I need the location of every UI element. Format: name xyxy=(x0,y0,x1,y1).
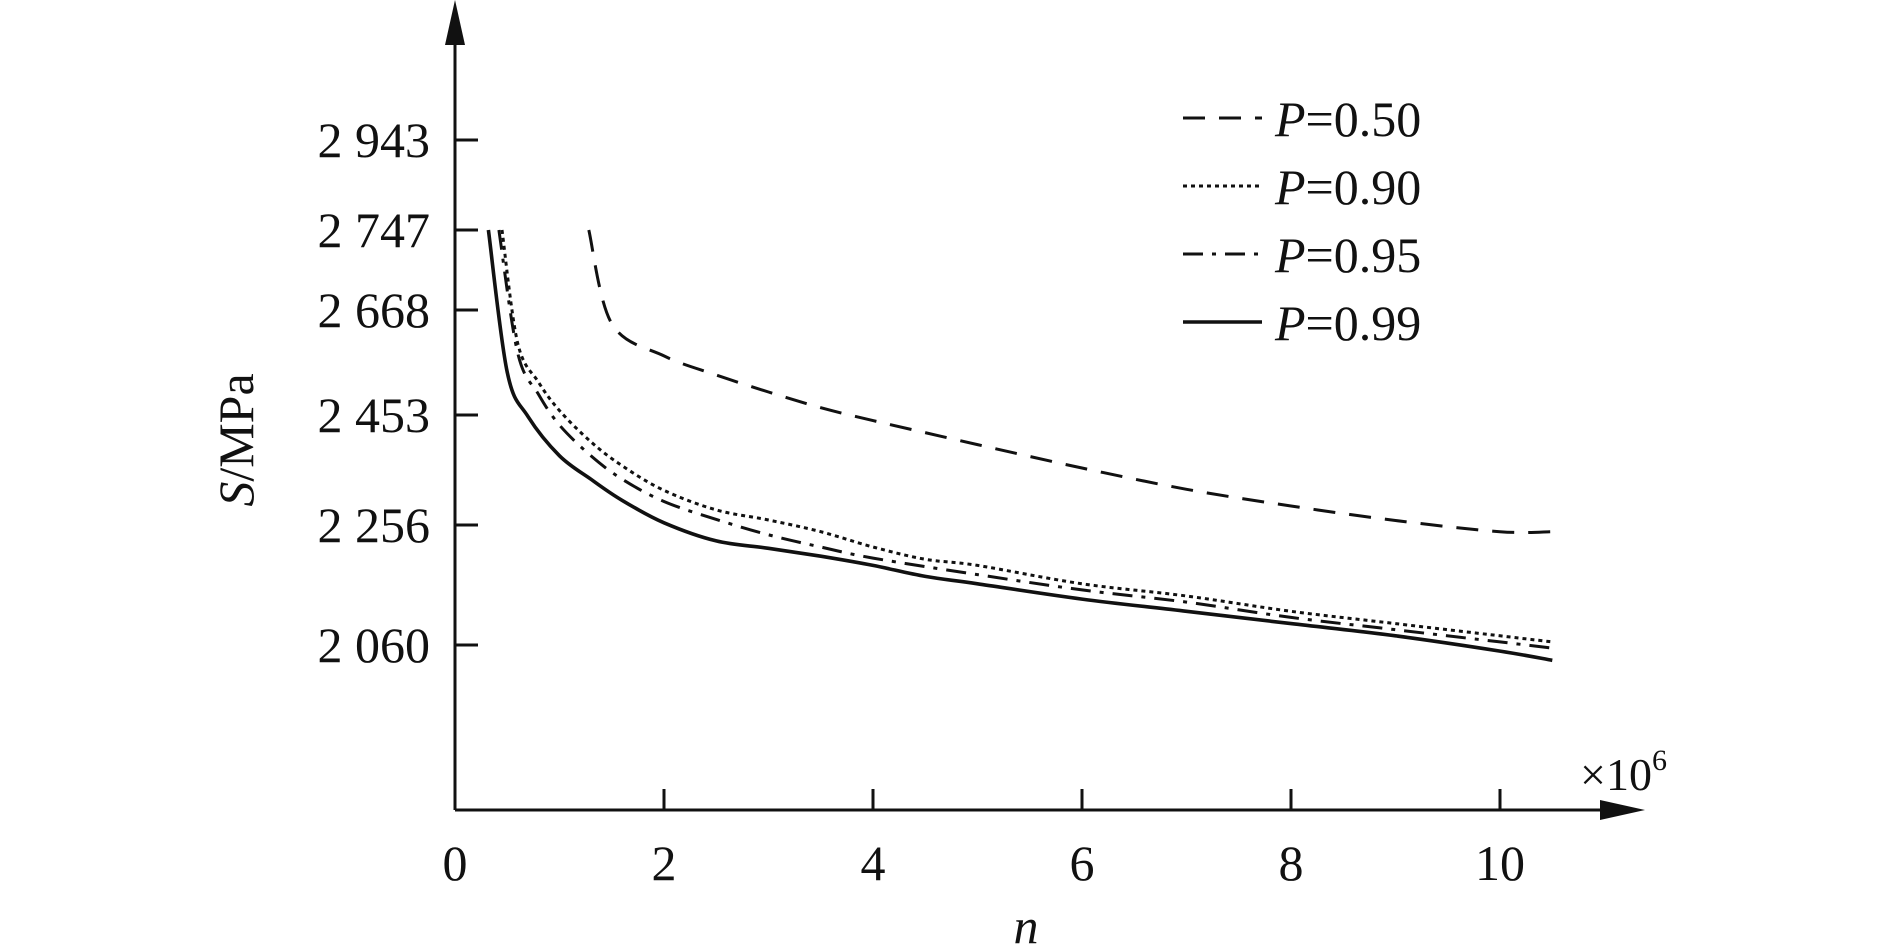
series-lines xyxy=(486,229,1553,663)
series-line-3 xyxy=(486,229,1553,663)
x-tick-label: 2 xyxy=(652,835,677,891)
y-axis-arrow xyxy=(445,0,465,45)
legend-label-2: P=0.95 xyxy=(1274,227,1421,283)
y-tick-label: 2 747 xyxy=(318,202,431,258)
series-line-1 xyxy=(500,229,1553,644)
y-tick-label: 2 943 xyxy=(318,112,431,168)
legend-var: P xyxy=(1274,91,1306,147)
legend-label-3: P=0.99 xyxy=(1274,295,1421,351)
x-tick-label: 0 xyxy=(443,835,468,891)
legend-label-0: P=0.50 xyxy=(1274,91,1421,147)
y-tick-label: 2 256 xyxy=(318,497,431,553)
x-tick-label: 8 xyxy=(1279,835,1304,891)
y-tick-group: 2 060 2 256 2 453 2 668 2 747 2 943 xyxy=(318,112,478,673)
series-line-0 xyxy=(587,229,1553,535)
x-multiplier-exp: 6 xyxy=(1652,744,1667,777)
x-tick-label: 4 xyxy=(861,835,886,891)
legend-value: =0.95 xyxy=(1306,227,1422,283)
y-tick-label: 2 060 xyxy=(318,617,431,673)
x-multiplier-base: ×10 xyxy=(1580,749,1652,800)
legend-var: P xyxy=(1274,227,1306,283)
legend-value: =0.90 xyxy=(1306,159,1422,215)
y-axis-title-var: S xyxy=(208,482,264,507)
axes xyxy=(445,0,1645,820)
y-tick-label: 2 668 xyxy=(318,282,431,338)
x-axis-multiplier: ×106 xyxy=(1580,744,1667,800)
x-tick-label: 10 xyxy=(1475,835,1525,891)
legend-label-1: P=0.90 xyxy=(1274,159,1421,215)
series-line-2 xyxy=(497,229,1553,650)
x-axis-title: n xyxy=(1014,898,1039,948)
x-axis-arrow xyxy=(1600,800,1645,820)
y-tick-label: 2 453 xyxy=(318,387,431,443)
y-axis-title: S/MPa xyxy=(208,373,264,506)
legend-value: =0.50 xyxy=(1306,91,1422,147)
legend-value: =0.99 xyxy=(1306,295,1422,351)
legend-var: P xyxy=(1274,295,1306,351)
legend-var: P xyxy=(1274,159,1306,215)
x-tick-group: 0 2 4 6 8 10 xyxy=(443,789,1525,891)
y-axis-title-unit: /MPa xyxy=(208,373,264,481)
x-tick-label: 6 xyxy=(1070,835,1095,891)
legend: P=0.50P=0.90P=0.95P=0.99 xyxy=(1183,91,1421,351)
